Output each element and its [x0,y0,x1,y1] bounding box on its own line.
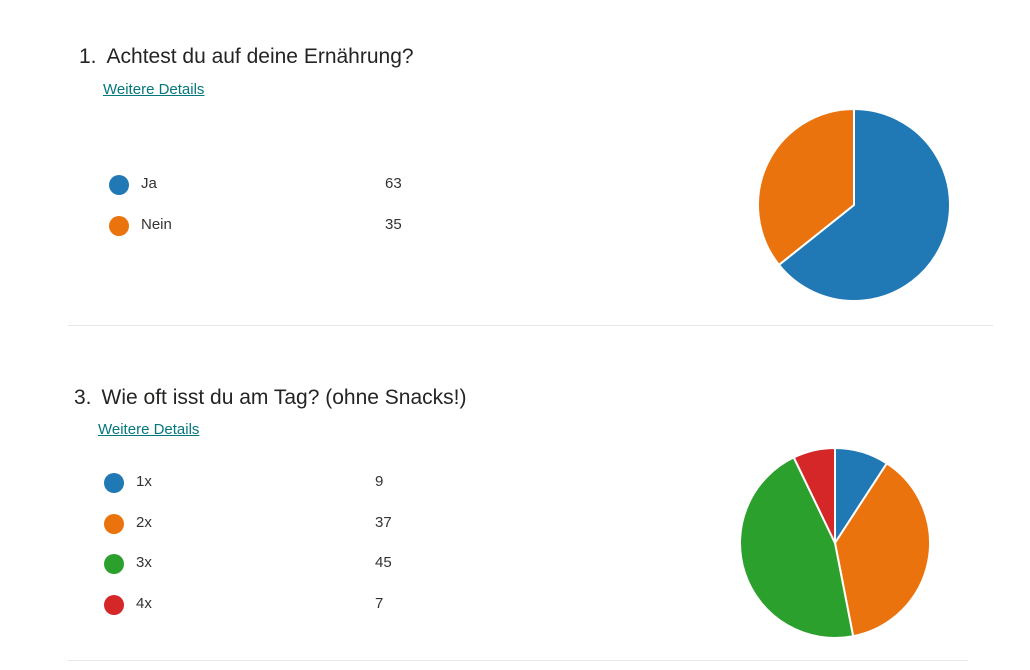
pie-chart [757,108,951,302]
section-divider [68,660,968,661]
pie-slice-2x [834,462,931,638]
legend-item: 1x 9 [104,472,424,496]
legend-color-dot [109,216,129,236]
question-title: 3. Wie oft isst du am Tag? (ohne Snacks!) [74,386,466,410]
section-divider [68,325,993,326]
question-title: 1. Achtest du auf deine Ernährung? [79,45,414,69]
question-number: 3. [74,386,92,409]
legend-count: 7 [375,594,384,612]
legend-color-dot [104,473,124,493]
legend-color-dot [104,513,124,534]
legend-count: 37 [375,513,392,531]
pie-chart [739,447,931,639]
legend-item: 4x 7 [104,594,424,618]
legend-item: 2x 37 [104,513,424,537]
legend-count: 35 [385,216,402,233]
legend-color-dot [109,175,129,195]
legend-label: 2x [136,513,152,531]
legend-count: 45 [375,554,392,571]
legend-label: 1x [136,473,152,490]
pie-slice-ja [777,108,951,302]
question-text: Wie oft isst du am Tag? (ohne Snacks!) [101,386,467,409]
legend-item: Ja 63 [109,174,429,198]
question-block-1: 1. Achtest du auf deine Ernährung? Weiter… [0,0,1030,328]
legend-color-dot [104,554,124,574]
legend-color-dot [104,594,124,615]
question-number: 1. [79,45,97,68]
pie-slice-3x [739,456,855,639]
pie-slice-4x [792,447,836,544]
legend-item: 3x 45 [104,553,424,577]
more-details-link[interactable]: Weitere Details [98,421,200,438]
legend-label: Nein [141,216,172,233]
legend-item: Nein 35 [109,215,429,239]
question-block-3: 3. Wie oft isst du am Tag? (ohne Snacks!)… [0,340,1030,670]
legend-label: 3x [136,554,152,571]
legend-count: 63 [385,175,402,192]
question-text: Achtest du auf deine Ernährung? [106,45,414,68]
legend-label: Ja [141,175,157,192]
pie-slice-nein [757,108,855,266]
more-details-link[interactable]: Weitere Details [103,81,205,98]
legend-count: 9 [375,473,384,490]
legend-label: 4x [136,594,152,612]
